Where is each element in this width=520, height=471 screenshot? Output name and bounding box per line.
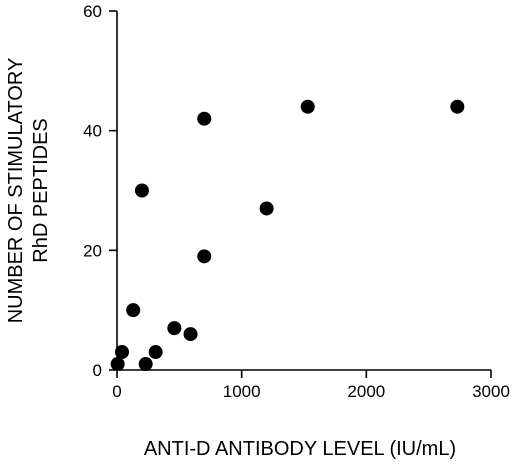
y-tick-label: 40 bbox=[83, 122, 102, 141]
data-point bbox=[197, 249, 212, 264]
data-point bbox=[114, 345, 129, 360]
x-tick-label: 1000 bbox=[223, 382, 261, 401]
data-point bbox=[138, 357, 153, 372]
x-axis-ticks: 0 1000 2000 3000 bbox=[112, 370, 510, 401]
y-tick-label: 0 bbox=[93, 361, 102, 380]
data-points bbox=[110, 99, 465, 372]
data-point bbox=[183, 327, 198, 342]
y-axis-title: NUMBER OF STIMULATORY RhD PEPTIDES bbox=[5, 58, 52, 324]
y-axis-title-line-2: RhD PEPTIDES bbox=[30, 118, 52, 262]
data-point bbox=[134, 183, 149, 198]
data-point bbox=[148, 345, 163, 360]
x-axis-title: ANTI-D ANTIBODY LEVEL (IU/mL) bbox=[144, 438, 456, 460]
data-point bbox=[300, 99, 315, 114]
data-point bbox=[197, 111, 212, 126]
data-point bbox=[167, 321, 182, 336]
data-point bbox=[450, 99, 465, 114]
x-tick-label: 2000 bbox=[347, 382, 385, 401]
y-tick-label: 60 bbox=[83, 2, 102, 21]
data-point bbox=[110, 357, 125, 372]
y-tick-label: 20 bbox=[83, 241, 102, 260]
x-tick-label: 3000 bbox=[472, 382, 510, 401]
chart-axes bbox=[116, 11, 491, 371]
x-tick-label: 0 bbox=[112, 382, 121, 401]
data-point bbox=[126, 303, 141, 318]
y-axis-ticks: 0 20 40 60 bbox=[83, 2, 117, 380]
data-point bbox=[259, 201, 274, 216]
y-axis-title-line-1: NUMBER OF STIMULATORY bbox=[5, 58, 27, 324]
